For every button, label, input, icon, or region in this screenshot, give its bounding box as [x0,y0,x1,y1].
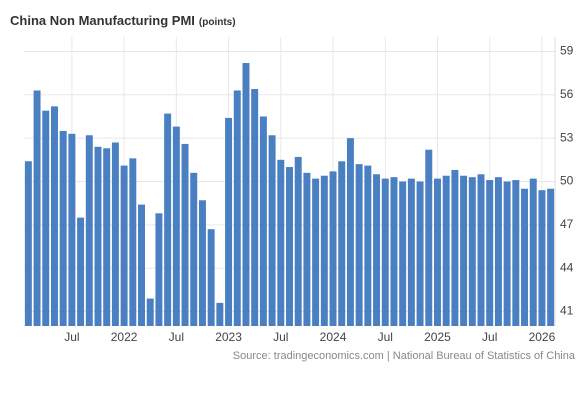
bar [294,156,302,326]
bar [129,158,137,326]
bar [172,126,180,326]
bar [111,142,119,326]
bar [103,148,111,326]
bar [59,130,67,326]
bar [312,178,320,326]
x-tick-label: 2022 [111,330,138,344]
bar [407,178,415,326]
y-tick-label: 44 [560,260,574,274]
bar [164,113,172,327]
bar [503,181,511,326]
x-tick-label: 2024 [320,330,347,344]
bar [373,174,381,326]
bar [259,116,267,326]
x-tick-label: 2026 [529,330,556,344]
bar [286,167,293,326]
bar [181,143,189,326]
bar [460,175,468,326]
bar [85,135,93,326]
y-tick-label: 50 [560,174,574,188]
bar [416,181,424,326]
bar [225,117,233,326]
bar [338,161,346,326]
bar [146,298,154,326]
bar [434,178,441,326]
chart-title: China Non Manufacturing PMI (points) [10,13,236,28]
bar [120,165,128,326]
x-tick-label: Jul [378,330,393,344]
title: China Non Manufacturing PMI [10,13,195,28]
bar [33,90,41,326]
bar [277,159,285,326]
bar [320,175,328,326]
bar [77,217,85,326]
x-tick-label: 2023 [215,330,242,344]
x-tick-label: Jul [482,330,497,344]
bar [477,174,485,326]
bar [303,172,311,326]
bar [364,165,372,326]
x-tick-label: Jul [169,330,184,344]
bar [442,175,450,326]
bar [138,204,145,326]
bar [451,169,459,326]
bar [547,188,555,326]
source: Source: tradingeconomics.com | National … [233,350,576,362]
y-tick-label: 59 [560,44,574,58]
bar [42,110,50,326]
bar [329,171,337,326]
bar [486,180,494,326]
bar [216,302,224,326]
bar [468,177,476,326]
x-tick-label: Jul [64,330,79,344]
y-tick-label: 53 [560,130,574,144]
y-tick-label: 41 [560,304,574,318]
bar [242,63,250,326]
bar [190,172,198,326]
bar [251,89,259,327]
y-tick-label: 56 [560,87,574,101]
bar [346,138,354,326]
bar [512,180,520,326]
bar [24,161,32,326]
bar [155,213,163,326]
bar [529,178,537,326]
bar [390,177,398,326]
bar [381,178,389,326]
bar [94,146,102,326]
bar [521,188,529,326]
x-tick-label: 2025 [424,330,451,344]
unit: (points) [199,17,236,28]
bar [494,177,502,326]
bar [198,200,206,326]
bar [538,190,546,326]
bar [233,90,241,326]
x-tick-label: Jul [273,330,288,344]
bar [399,181,407,326]
bar [425,149,433,326]
bar [207,229,215,326]
bar [355,164,363,326]
bar [50,106,58,326]
bar [268,135,276,326]
bar [68,133,76,326]
y-tick-label: 47 [560,217,574,231]
